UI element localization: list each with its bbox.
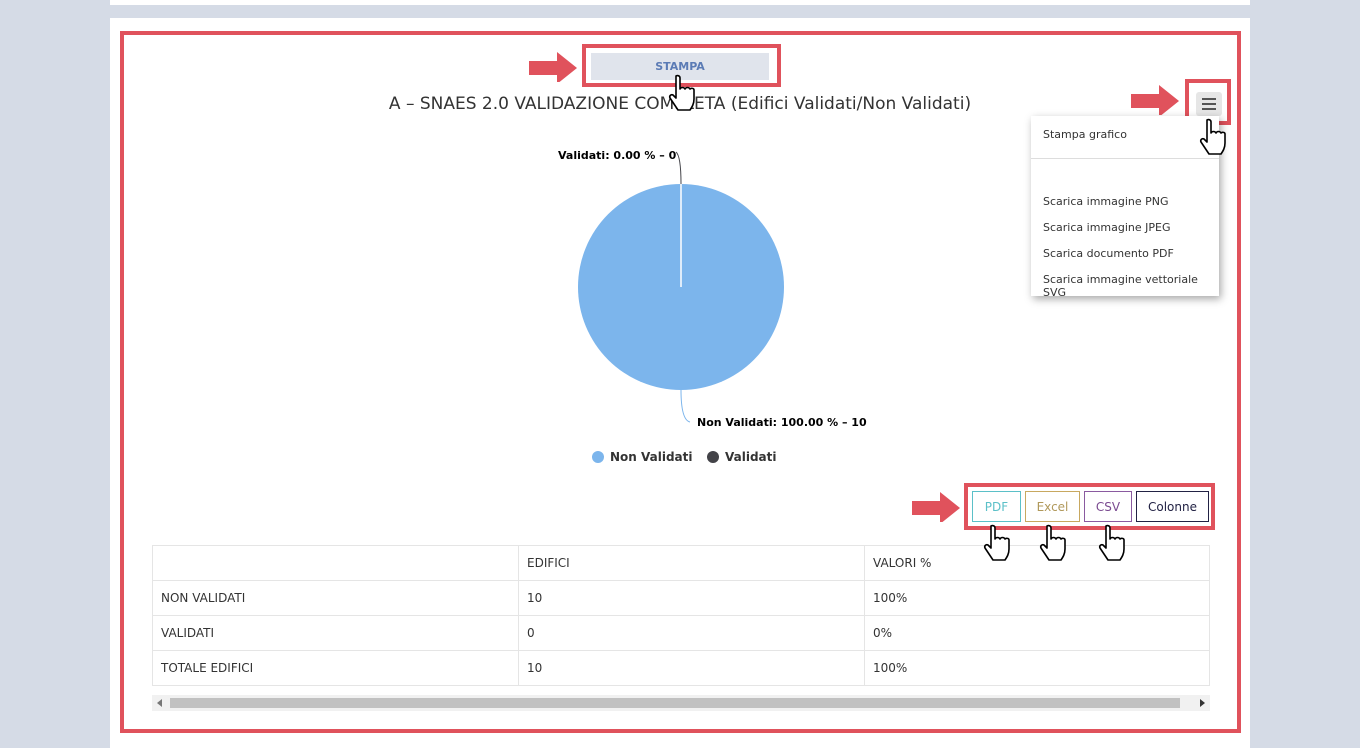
table-cell: 100% xyxy=(864,580,1210,616)
connector-non-validati xyxy=(680,389,691,423)
connector-validati xyxy=(675,151,682,185)
export-menu: Stampa grafico Scarica immagine PNG Scar… xyxy=(1031,116,1219,299)
legend-item-validati[interactable]: Validati xyxy=(707,450,777,464)
table-cell: 100% xyxy=(864,650,1210,686)
menu-item-jpeg[interactable]: Scarica immagine JPEG xyxy=(1043,221,1171,234)
scrollbar-thumb[interactable] xyxy=(170,698,1180,708)
table-cell: TOTALE EDIFICI xyxy=(152,650,519,686)
table-cell: NON VALIDATI xyxy=(152,580,519,616)
columns-button[interactable]: Colonne xyxy=(1136,491,1209,522)
highlight-frame xyxy=(120,31,1241,733)
export-csv-button[interactable]: CSV xyxy=(1084,491,1132,522)
header-cell: EDIFICI xyxy=(518,545,865,581)
highlight-box xyxy=(964,483,1215,530)
table-row: NON VALIDATI 10 100% xyxy=(152,580,1210,616)
table-cell: 0% xyxy=(864,615,1210,651)
legend-label: Validati xyxy=(725,450,777,464)
scroll-left-icon[interactable] xyxy=(156,699,164,707)
table-cell: 0 xyxy=(518,615,865,651)
arrow-icon xyxy=(912,492,960,522)
scroll-right-icon[interactable] xyxy=(1198,699,1206,707)
header-cell: VALORI % xyxy=(864,545,1210,581)
export-pdf-button[interactable]: PDF xyxy=(972,491,1021,522)
table-cell: 10 xyxy=(518,650,865,686)
legend-dot xyxy=(707,451,719,463)
data-label-non-validati: Non Validati: 100.00 % – 10 xyxy=(697,416,867,429)
data-table: EDIFICI VALORI % NON VALIDATI 10 100% VALID… xyxy=(152,545,1210,686)
arrow-icon xyxy=(529,52,577,82)
top-panel xyxy=(110,0,1250,5)
export-excel-button[interactable]: Excel xyxy=(1025,491,1080,522)
table-row: VALIDATI 0 0% xyxy=(152,615,1210,651)
menu-item-svg[interactable]: Scarica immagine vettoriale SVG xyxy=(1043,273,1198,299)
hamburger-menu-icon[interactable] xyxy=(1196,92,1222,116)
legend-item-non-validati[interactable]: Non Validati xyxy=(592,450,693,464)
menu-item-print[interactable]: Stampa grafico xyxy=(1043,128,1127,141)
table-cell: 10 xyxy=(518,580,865,616)
table-cell: VALIDATI xyxy=(152,615,519,651)
legend-dot xyxy=(592,451,604,463)
data-label-validati: Validati: 0.00 % – 0 xyxy=(558,149,677,162)
table-header: EDIFICI VALORI % xyxy=(152,545,1210,581)
menu-item-pdf[interactable]: Scarica documento PDF xyxy=(1043,247,1174,260)
header-cell xyxy=(152,545,519,581)
arrow-icon xyxy=(1131,85,1179,115)
table-row: TOTALE EDIFICI 10 100% xyxy=(152,650,1210,686)
legend-label: Non Validati xyxy=(610,450,693,464)
horizontal-scrollbar[interactable] xyxy=(152,695,1210,711)
menu-item-png[interactable]: Scarica immagine PNG xyxy=(1043,195,1169,208)
